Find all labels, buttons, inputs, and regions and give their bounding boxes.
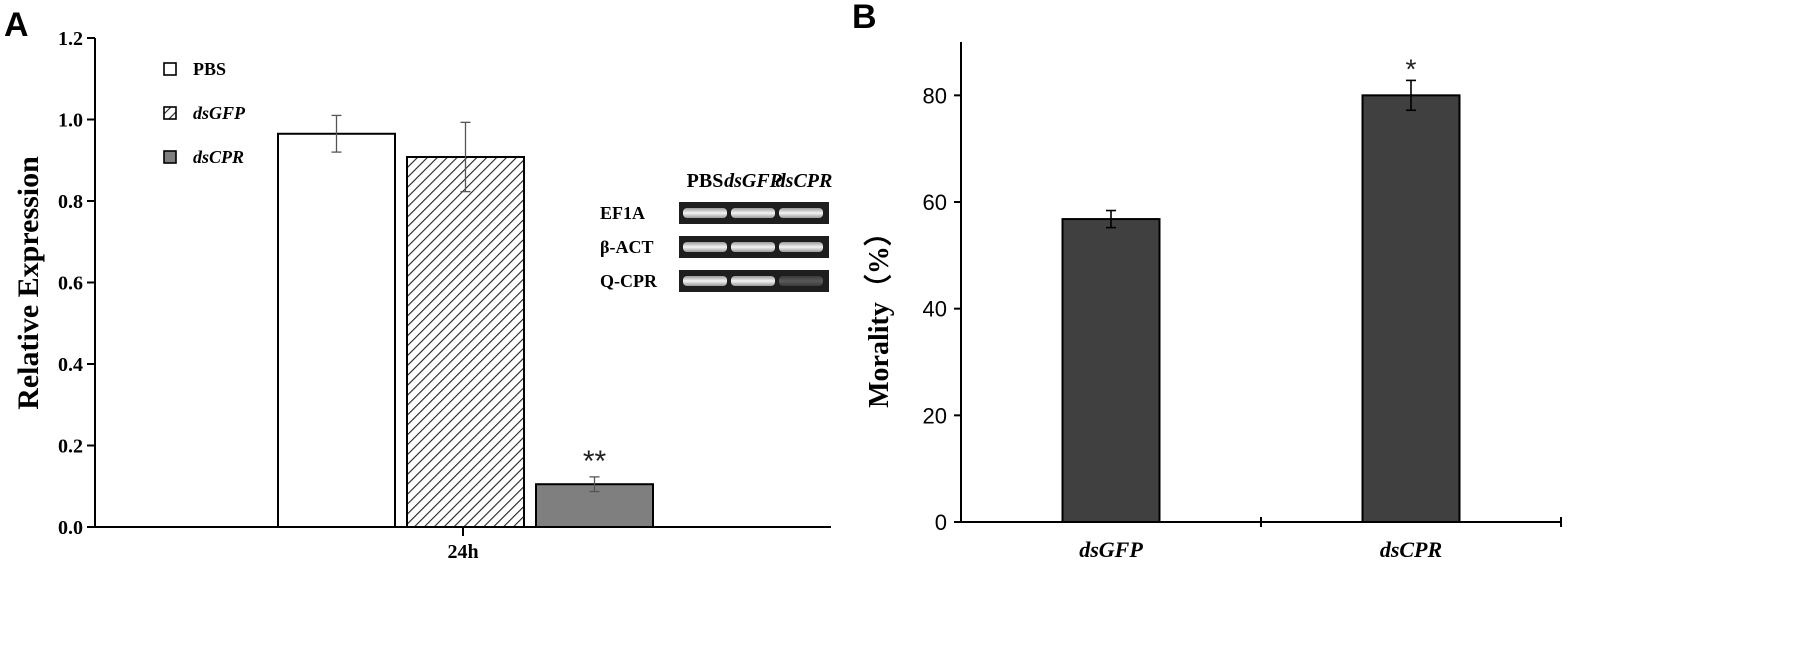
panel-b-error-bar-dsgfp [1106,209,1116,229]
panel-b-y-axis-label: Morality（%） [862,218,895,408]
panel-b-bar-dsgfp [1061,218,1161,523]
panel-b-y-tick-label: 0 [935,510,947,535]
panel-b-y-tick-label: 20 [923,403,947,428]
panel-a-y-tick-label: 0.2 [58,436,83,458]
panel-b-significance-dscpr: * [1406,53,1417,84]
gel-band [731,276,775,286]
panel-a-legend: PBS dsGFP dsCPR [163,59,246,167]
panel-b-letter: B [852,0,877,36]
panel-a-y-tick-label: 0.0 [58,517,83,539]
panel-a-legend-swatch-dscpr [163,150,177,164]
panel-a-significance-dscpr: ** [583,445,607,478]
panel-b-y-tick-label: 40 [923,297,947,322]
panel-a-legend-label-dsgfp: dsGFP [193,103,246,123]
panel-a-y-tick-label: 0.6 [58,273,83,295]
panel-a-legend-swatch-dsgfp [163,106,177,120]
panel-a-bars: ** [277,114,654,529]
panel-a-legend-swatch-pbs [163,62,177,76]
gel-row-β-act: β-ACT [600,236,829,258]
panel-a: A Relative Expression 0.0 0.2 0.4 0.6 0.8 1.0… [4,6,832,563]
gel-row-q-cpr: Q-CPR [600,270,829,292]
panel-a-bar-dsgfp [406,155,525,529]
panel-b-y-tick-label: 80 [923,83,947,108]
panel-b: B Morality（%） 0 20 40 60 80 dsGFP * dsCPR [852,0,1562,562]
panel-b-x-tick-label-dscpr: dsCPR [1380,537,1442,562]
panel-b-error-bar-dscpr [1406,79,1416,112]
gel-band [779,208,823,218]
panel-a-y-axis-label: Relative Expression [12,156,45,410]
panel-a-y-tick-label: 1.0 [58,110,83,132]
panel-a-y-ticks: 0.0 0.2 0.4 0.6 0.8 1.0 1.2 [58,28,95,539]
gel-row-label: β-ACT [600,237,653,257]
gel-band [683,208,727,218]
panel-b-y-tick-label: 60 [923,190,947,215]
gel-lane-label-pbs: PBS [687,170,724,192]
panel-a-letter: A [4,6,29,44]
panel-a-legend-label-pbs: PBS [193,59,226,79]
panel-a-error-bar-dscpr [589,476,600,493]
panel-a-error-bar-pbs [331,114,342,153]
gel-band [779,242,823,252]
panel-b-y-ticks: 0 20 40 60 80 [923,83,961,535]
panel-a-y-tick-label: 0.4 [58,354,83,376]
panel-a-x-axis-label: 24h [447,541,478,563]
gel-row-label: Q-CPR [600,271,658,291]
panel-b-bar-dscpr [1361,94,1461,523]
panel-a-bar-pbs [277,132,396,528]
gel-lane-label-dsgfp: dsGFP [724,170,783,192]
gel-rows: EF1A β-ACT Q-CPR [600,202,829,292]
gel-inset: PBS dsGFP dsCPR EF1A β-ACT Q-CPR [600,170,832,292]
gel-band [683,276,727,286]
panel-a-bar-dscpr [535,483,654,528]
panel-a-error-bar-dsgfp [460,121,471,193]
gel-band [731,208,775,218]
panel-a-legend-label-dscpr: dsCPR [193,147,244,167]
gel-band [779,276,823,286]
gel-band [683,242,727,252]
panel-a-y-tick-label: 0.8 [58,191,83,213]
panel-a-y-tick-label: 1.2 [58,28,83,50]
gel-lane-label-dscpr: dsCPR [776,170,833,192]
gel-lane-labels: PBS dsGFP dsCPR [687,170,833,192]
gel-band [731,242,775,252]
panel-b-x-tick-label-dsgfp: dsGFP [1079,537,1143,562]
gel-row-ef1a: EF1A [600,202,829,224]
gel-row-label: EF1A [600,203,645,223]
panel-b-bars: dsGFP * dsCPR [1061,53,1461,562]
